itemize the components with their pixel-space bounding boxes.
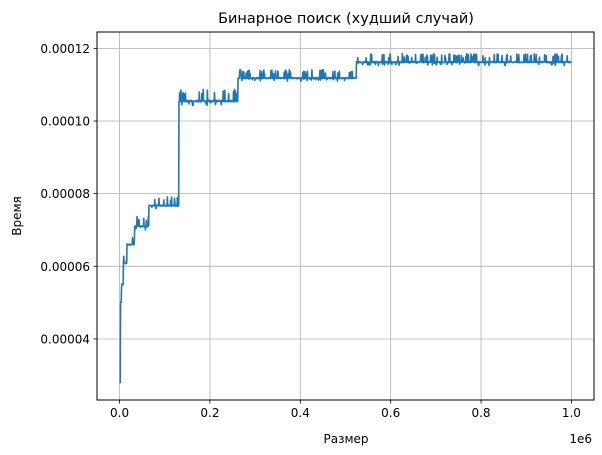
x-axis-label: Размер: [323, 432, 368, 446]
x-tick-label: 0.2: [200, 406, 219, 420]
series-line: [119, 52, 572, 384]
y-tick-label: 0.00006: [40, 260, 90, 274]
x-tick-label: 0.0: [110, 406, 129, 420]
x-tick-label: 0.6: [381, 406, 400, 420]
x-ticks: 0.0 0.2 0.4 0.6 0.8 1.0: [110, 400, 581, 420]
y-tick-label: 0.00010: [40, 115, 90, 129]
x-tick-label: 0.4: [291, 406, 310, 420]
y-tick-label: 0.00008: [40, 187, 90, 201]
x-offset-label: 1e6: [569, 432, 592, 446]
y-tick-label: 0.00012: [40, 42, 90, 56]
chart-title: Бинарное поиск (худший случай): [218, 11, 474, 27]
x-tick-label: 1.0: [562, 406, 581, 420]
grid: [97, 32, 594, 400]
x-tick-label: 0.8: [471, 406, 490, 420]
y-ticks: 0.00004 0.00006 0.00008 0.00010 0.00012: [40, 42, 97, 346]
y-axis-label: Время: [10, 196, 24, 236]
plot-frame: [96, 31, 595, 401]
y-tick-label: 0.00004: [40, 332, 90, 346]
